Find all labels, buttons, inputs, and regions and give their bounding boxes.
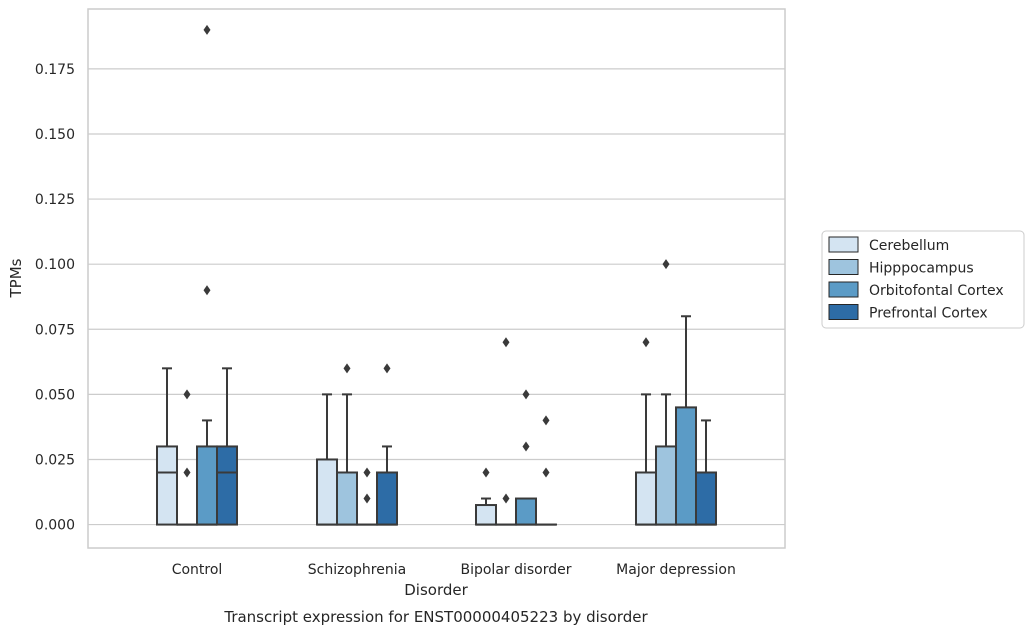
legend-label: Cerebellum [869, 238, 949, 254]
legend-label: Prefrontal Cortex [869, 306, 988, 322]
box-orbitofontal-cortex-2 [515, 389, 537, 526]
outlier-point [662, 259, 670, 270]
box-orbitofontal-cortex-1 [356, 467, 378, 526]
legend-label: Orbitofontal Cortex [869, 283, 1004, 299]
y-tick-labels: 0.000 0.025 0.050 0.075 0.100 0.125 0.150 0.175 [35, 62, 75, 534]
outlier-point [502, 493, 510, 504]
box-body [695, 471, 717, 526]
y-tick-label: 0.025 [35, 452, 75, 468]
box-prefrontal-cortex-3 [695, 419, 717, 526]
box-body [376, 471, 398, 526]
x-tick-labels: Control Schizophrenia Bipolar disorder Majo… [172, 562, 736, 578]
outlier-point [522, 389, 530, 400]
box-body [156, 445, 178, 526]
y-tick-label: 0.175 [35, 62, 75, 78]
box-prefrontal-cortex-2 [535, 415, 557, 526]
outlier-point [343, 363, 351, 374]
x-tick-label: Major depression [616, 562, 736, 578]
y-tick-label: 0.100 [35, 257, 75, 273]
box-prefrontal-cortex-1 [376, 363, 398, 526]
y-axis-label: TPMs [7, 258, 25, 298]
legend-swatch [828, 259, 859, 275]
outlier-point [642, 337, 650, 348]
box-cerebellum-1 [316, 393, 338, 526]
outlier-point [183, 467, 191, 478]
legend-swatch [828, 304, 859, 320]
box-hipppocampus-0 [176, 389, 198, 526]
outlier-point [203, 285, 211, 296]
x-tick-label: Control [172, 562, 223, 578]
boxes [156, 24, 717, 526]
y-tick-label: 0.125 [35, 192, 75, 208]
y-tick-label: 0.150 [35, 127, 75, 143]
outlier-point [522, 441, 530, 452]
box-body [515, 497, 537, 526]
outlier-point [363, 493, 371, 504]
outlier-point [183, 389, 191, 400]
y-tick-label: 0.075 [35, 322, 75, 338]
legend: Cerebellum Hipppocampus Orbitofontal Corte… [821, 230, 1025, 329]
outlier-point [203, 24, 211, 35]
outlier-point [482, 467, 490, 478]
box-hipppocampus-3 [655, 259, 677, 526]
box-hipppocampus-2 [495, 337, 517, 526]
box-orbitofontal-cortex-3 [675, 315, 697, 526]
chart-caption: Transcript expression for ENST0000040522… [223, 608, 648, 626]
box-cerebellum-0 [156, 367, 178, 526]
box-body [336, 471, 358, 526]
box-body [655, 445, 677, 526]
box-body [675, 406, 697, 526]
outlier-point [363, 467, 371, 478]
outlier-point [383, 363, 391, 374]
box-cerebellum-2 [475, 467, 497, 526]
legend-swatch [828, 281, 859, 298]
box-body [316, 458, 338, 526]
outlier-point [542, 415, 550, 426]
box-hipppocampus-1 [336, 363, 358, 526]
box-prefrontal-cortex-0 [216, 367, 238, 526]
y-tick-label: 0.000 [35, 518, 75, 534]
box-orbitofontal-cortex-0 [196, 24, 218, 526]
legend-frame [821, 230, 1025, 329]
legend-swatch [828, 236, 859, 253]
box-body [635, 471, 657, 526]
x-tick-label: Schizophrenia [308, 562, 406, 578]
y-tick-label: 0.050 [35, 387, 75, 403]
box-body [196, 445, 218, 526]
box-cerebellum-3 [635, 337, 657, 526]
box-body [475, 504, 497, 526]
box-body [216, 445, 238, 526]
outlier-point [542, 467, 550, 478]
plot-frame [87, 8, 786, 549]
outlier-point [502, 337, 510, 348]
x-tick-label: Bipolar disorder [460, 562, 571, 578]
x-axis-label: Disorder [404, 581, 468, 599]
legend-label: Hipppocampus [869, 261, 974, 277]
